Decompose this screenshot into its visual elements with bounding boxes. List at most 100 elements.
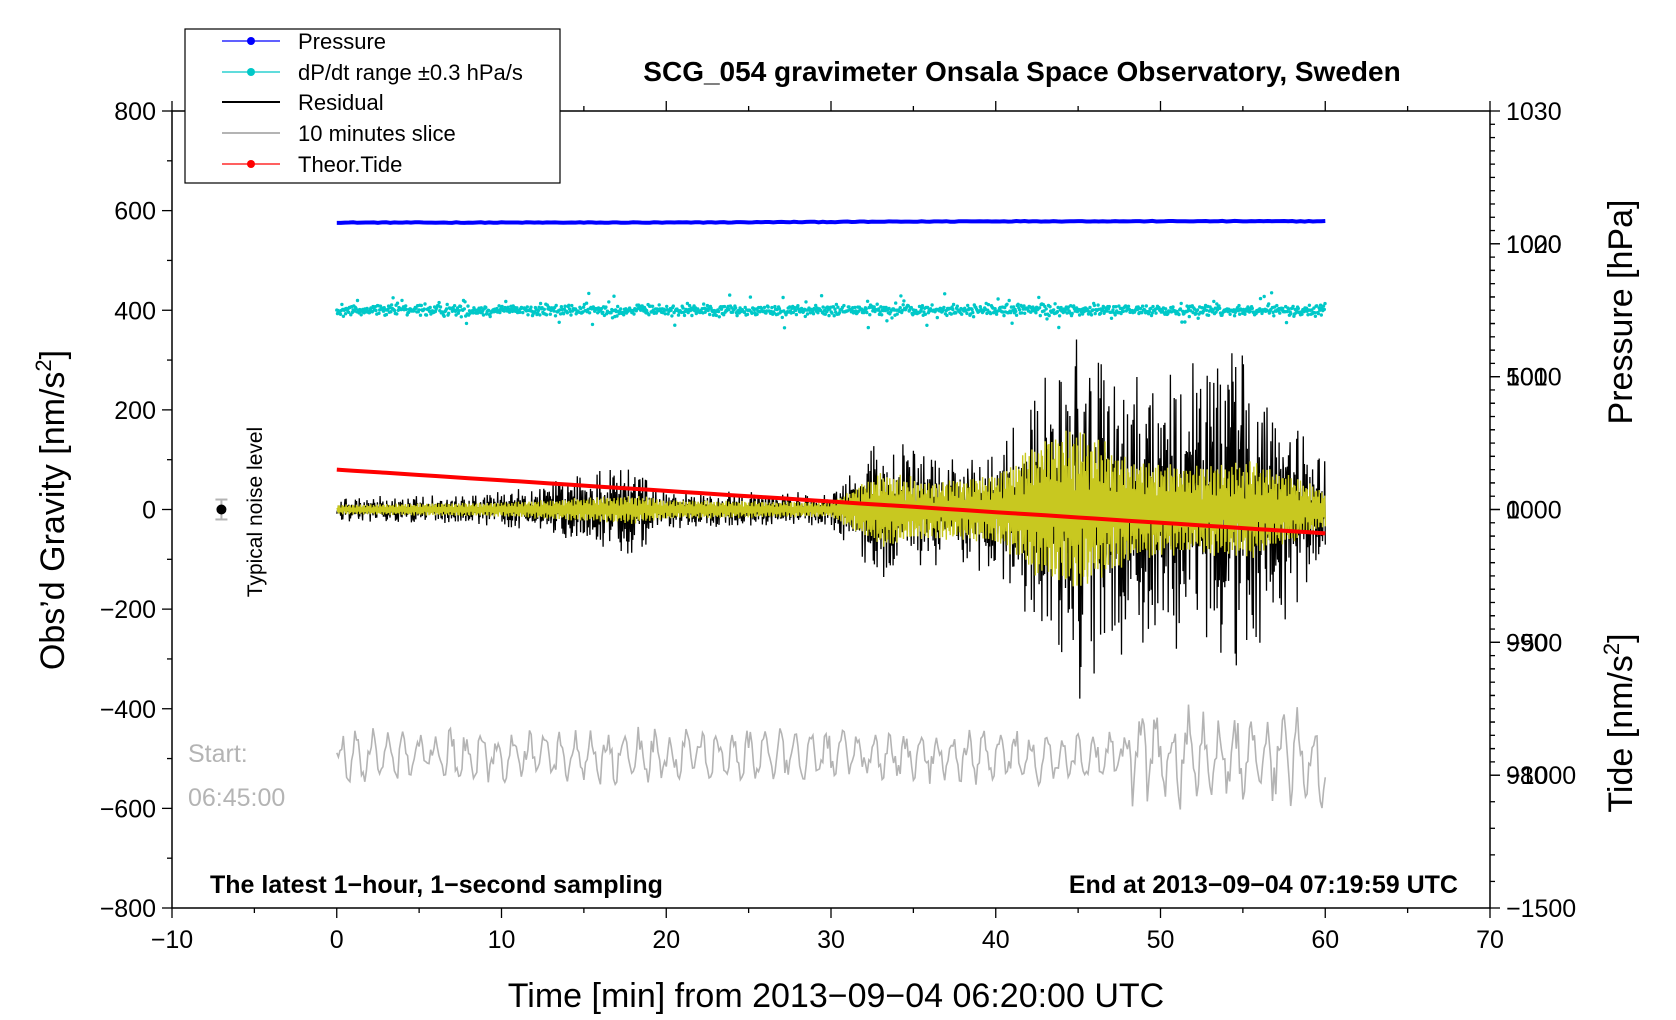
dpdt-point bbox=[557, 320, 561, 324]
legend-marker-tide bbox=[247, 160, 255, 168]
dpdt-point bbox=[743, 305, 747, 310]
dpdt-point bbox=[935, 315, 939, 320]
dpdt-point bbox=[1232, 314, 1237, 318]
dpdt-point bbox=[1151, 304, 1155, 309]
dpdt-point bbox=[1088, 305, 1092, 310]
dpdt-point bbox=[518, 310, 522, 314]
dpdt-point bbox=[993, 307, 997, 311]
y-left-tick-label: 800 bbox=[114, 98, 156, 126]
dpdt-point bbox=[1300, 312, 1304, 316]
legend-label-slice: 10 minutes slice bbox=[298, 121, 456, 146]
dpdt-point bbox=[1150, 311, 1155, 315]
dpdt-point bbox=[1056, 305, 1060, 310]
dpdt-point bbox=[669, 308, 673, 312]
dpdt-point bbox=[1011, 305, 1016, 309]
dpdt-point bbox=[392, 308, 397, 313]
y-left-tick-label: 200 bbox=[114, 397, 156, 425]
dpdt-point bbox=[960, 312, 964, 316]
dpdt-point bbox=[521, 310, 525, 315]
x-tick-label: 60 bbox=[1311, 926, 1339, 954]
dpdt-point bbox=[1111, 308, 1115, 312]
dpdt-point bbox=[1002, 313, 1006, 318]
dpdt-point bbox=[1321, 304, 1326, 308]
dpdt-point bbox=[1248, 309, 1252, 313]
series-filtered bbox=[336, 430, 1326, 587]
dpdt-point bbox=[437, 300, 441, 305]
dpdt-point bbox=[862, 310, 866, 315]
dpdt-point bbox=[920, 304, 925, 308]
y-tide-tick-label: −1000 bbox=[1506, 762, 1576, 790]
dpdt-point bbox=[473, 308, 478, 312]
dpdt-point bbox=[612, 294, 616, 298]
noise-indicator: Typical noise level bbox=[215, 427, 267, 597]
dpdt-point bbox=[1113, 313, 1117, 317]
x-tick-label: 50 bbox=[1147, 926, 1175, 954]
dpdt-point bbox=[942, 305, 946, 310]
dpdt-point bbox=[1196, 316, 1200, 320]
dpdt-point bbox=[925, 305, 930, 310]
dpdt-point bbox=[650, 304, 655, 308]
dpdt-point bbox=[1057, 314, 1062, 318]
dpdt-point bbox=[909, 305, 913, 310]
dpdt-point bbox=[816, 311, 820, 315]
dpdt-point bbox=[1077, 313, 1082, 317]
dpdt-point bbox=[1262, 294, 1266, 299]
dpdt-point bbox=[1312, 311, 1317, 315]
dpdt-point bbox=[864, 307, 868, 311]
dpdt-point bbox=[525, 305, 529, 309]
legend-label-dpdt: dP/dt range ±0.3 hPa/s bbox=[298, 60, 523, 85]
y-left-tick-label: −800 bbox=[100, 895, 156, 923]
dpdt-point bbox=[1022, 311, 1027, 315]
dpdt-point bbox=[526, 313, 530, 317]
dpdt-point bbox=[899, 294, 903, 298]
y-tide-tick-label: −500 bbox=[1506, 629, 1562, 657]
dpdt-point bbox=[832, 314, 836, 318]
dpdt-point bbox=[842, 303, 846, 308]
y-tide-axis-title-base: Tide [nm/s bbox=[1602, 655, 1640, 812]
dpdt-point bbox=[1269, 291, 1274, 295]
dpdt-point bbox=[1096, 303, 1100, 307]
dpdt-point bbox=[954, 311, 958, 315]
dpdt-point bbox=[616, 304, 620, 309]
dpdt-point bbox=[533, 310, 537, 314]
dpdt-point bbox=[395, 301, 400, 305]
dpdt-point bbox=[865, 310, 869, 315]
dpdt-point bbox=[1284, 320, 1289, 325]
dpdt-point bbox=[542, 307, 546, 311]
dpdt-point bbox=[1022, 304, 1026, 308]
dpdt-point bbox=[762, 305, 767, 310]
dpdt-point bbox=[671, 304, 675, 308]
dpdt-point bbox=[445, 302, 449, 307]
dpdt-point bbox=[1147, 309, 1152, 314]
dpdt-point bbox=[424, 313, 429, 317]
dpdt-point bbox=[607, 300, 611, 304]
dpdt-point bbox=[657, 303, 661, 307]
dpdt-point bbox=[359, 313, 363, 317]
dpdt-point bbox=[338, 312, 343, 316]
dpdt-point bbox=[1126, 304, 1131, 308]
dpdt-point bbox=[647, 313, 651, 317]
dpdt-point bbox=[951, 307, 955, 312]
dpdt-point bbox=[622, 313, 626, 317]
dpdt-point bbox=[755, 312, 759, 316]
dpdt-point bbox=[1237, 303, 1241, 308]
dpdt-point bbox=[1138, 306, 1143, 311]
dpdt-point bbox=[898, 306, 902, 310]
dpdt-point bbox=[853, 305, 857, 310]
dpdt-point bbox=[444, 307, 449, 311]
dpdt-point bbox=[1218, 306, 1222, 310]
dpdt-point bbox=[745, 312, 750, 317]
dpdt-point bbox=[1135, 307, 1140, 312]
dpdt-point bbox=[488, 314, 492, 319]
x-tick-label: 70 bbox=[1476, 926, 1504, 954]
dpdt-point bbox=[559, 305, 564, 309]
dpdt-point bbox=[663, 312, 667, 316]
dpdt-point bbox=[1179, 301, 1183, 306]
dpdt-point bbox=[1287, 307, 1291, 311]
dpdt-point bbox=[1055, 310, 1060, 314]
dpdt-point bbox=[1296, 306, 1301, 311]
y-left-tick-label: 0 bbox=[142, 497, 156, 525]
dpdt-point bbox=[879, 305, 883, 309]
legend-label-residual: Residual bbox=[298, 90, 384, 115]
x-axis: −10 0 10 20 30 40 50 60 70 bbox=[151, 101, 1504, 954]
